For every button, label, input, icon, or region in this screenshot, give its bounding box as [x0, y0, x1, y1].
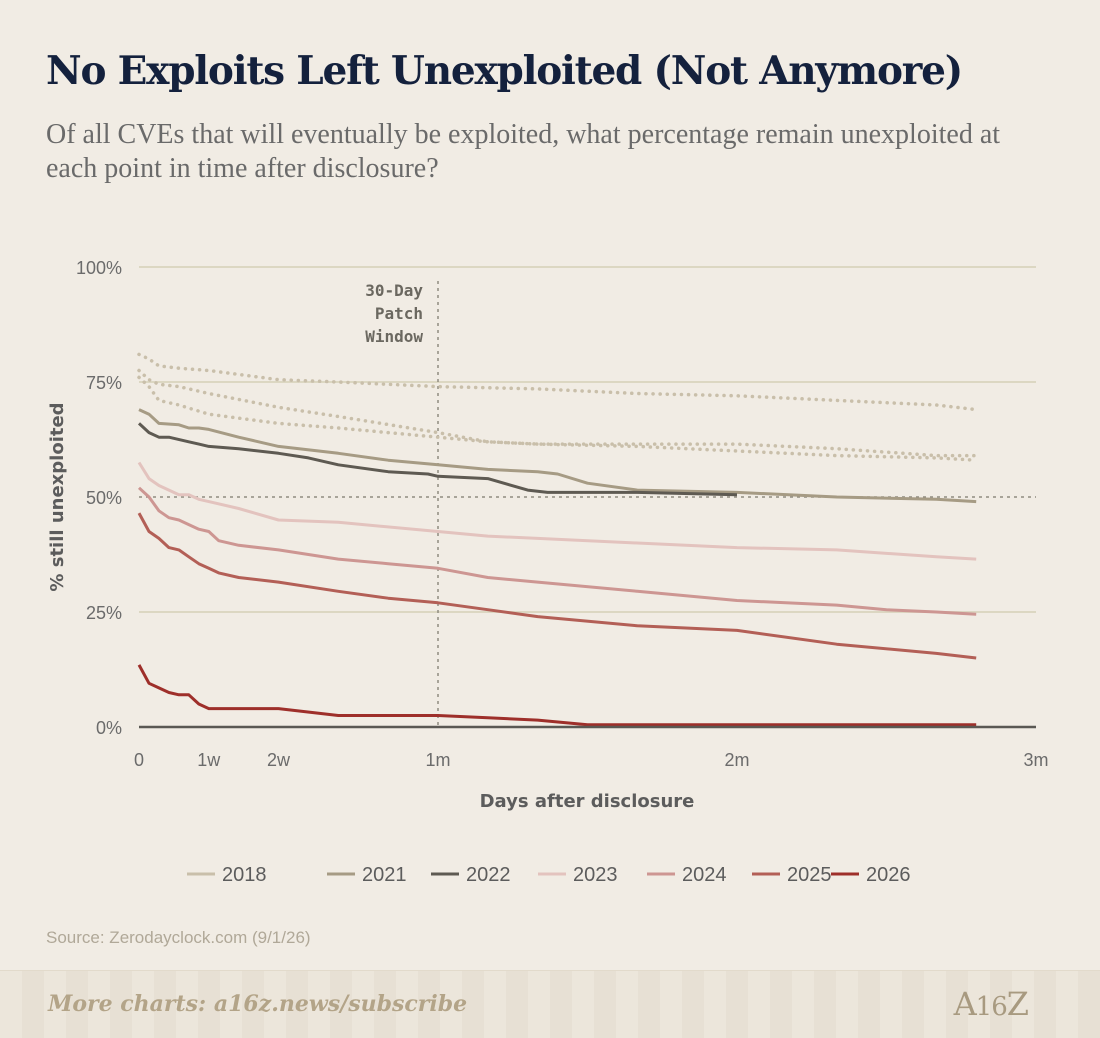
x-tick-label: 2w — [267, 750, 291, 770]
y-tick-label: 50% — [86, 488, 122, 508]
axes: 0% 25% 50% 75% 100% 0 1w 2w 1m 2m 3m — [76, 258, 1049, 770]
series-line-2025 — [137, 512, 977, 660]
series-line-2023 — [137, 461, 977, 561]
series-line-2021 — [138, 408, 977, 504]
patch-window-label: 30-Day — [365, 281, 423, 300]
subscribe-link[interactable]: More charts: a16z.news/subscribe — [48, 991, 468, 1017]
y-tick-label: 0% — [96, 718, 122, 738]
legend: 2018 2021 2022 2023 2024 2025 2026 — [187, 864, 911, 886]
legend-label: 2025 — [787, 864, 832, 886]
line-chart: 30-Day Patch Window 0% 25% 50% 75% 100% 0 1w 2w 1m… — [47, 258, 1049, 886]
chart-title: No Exploits Left Unexploited (Not Anymor… — [46, 48, 963, 94]
x-axis-label: Days after disclosure — [480, 791, 695, 812]
series-line-2022 — [137, 422, 738, 497]
y-tick-label: 100% — [76, 258, 122, 278]
y-tick-label: 75% — [86, 373, 122, 393]
y-tick-label: 25% — [86, 603, 122, 623]
reference-lines: 30-Day Patch Window — [139, 281, 1036, 727]
legend-label: 2024 — [682, 864, 727, 886]
chart-subtitle: Of all CVEs that will eventually be expl… — [46, 119, 1001, 184]
series-line-2026 — [137, 664, 977, 727]
footer-bar: More charts: a16z.news/subscribe A16Z — [0, 970, 1100, 1038]
series-line-2018 — [137, 375, 978, 462]
a16z-logo: A16Z — [953, 985, 1029, 1023]
source-note: Source: Zerodayclock.com (9/1/26) — [46, 928, 311, 947]
legend-label: 2018 — [222, 864, 267, 886]
x-tick-label: 0 — [134, 750, 144, 770]
legend-label: 2021 — [362, 864, 407, 886]
x-tick-label: 1w — [197, 750, 221, 770]
legend-label: 2026 — [866, 864, 911, 886]
series-line-2024 — [137, 486, 977, 616]
patch-window-label: Patch — [375, 304, 423, 323]
series-lines — [137, 352, 978, 727]
series-line-2018 — [137, 368, 978, 458]
y-axis-label: % still unexploited — [47, 402, 68, 591]
legend-label: 2023 — [573, 864, 618, 886]
x-tick-label: 3m — [1023, 750, 1048, 770]
legend-label: 2022 — [466, 864, 511, 886]
x-tick-label: 1m — [425, 750, 450, 770]
gridlines — [139, 266, 1036, 613]
x-tick-label: 2m — [724, 750, 749, 770]
patch-window-label: Window — [365, 327, 423, 346]
